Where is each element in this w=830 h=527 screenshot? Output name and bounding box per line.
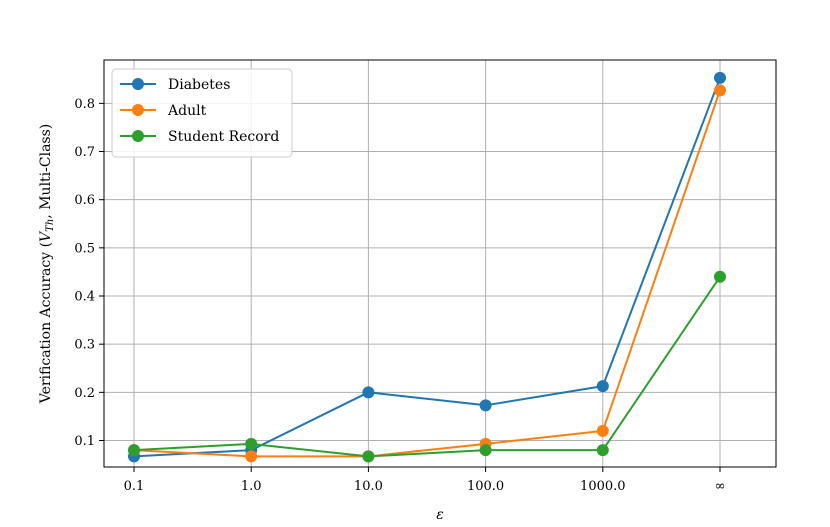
- plot-frame: [103, 59, 777, 468]
- legend-label: Diabetes: [168, 77, 230, 93]
- data-point: [596, 444, 609, 457]
- legend-swatch-marker: [132, 78, 144, 90]
- series-points: [128, 71, 726, 463]
- y-tick-label: 0.3: [74, 338, 95, 353]
- data-point: [362, 450, 375, 463]
- data-point: [362, 386, 375, 399]
- series-line-1: [133, 89, 721, 458]
- data-point: [714, 270, 726, 283]
- data-point: [479, 399, 492, 412]
- legend-swatch-marker: [132, 130, 144, 142]
- x-tick-label: 1000.0: [580, 479, 626, 494]
- grid: [104, 60, 776, 467]
- data-point: [245, 437, 258, 450]
- y-axis-title: Verification Accuracy (VTh, Multi-Class): [38, 124, 56, 405]
- x-tick-label: 100.0: [467, 479, 504, 494]
- legend-label: Student Record: [168, 129, 279, 145]
- legend: Diabetes Adult Student Record: [111, 68, 293, 158]
- x-tick-label: 0.1: [124, 479, 145, 494]
- data-point: [128, 444, 140, 457]
- x-axis-ticks: 0.1 1.0 10.0 100.0 1000.0 ∞: [124, 467, 726, 494]
- y-tick-label: 0.7: [74, 145, 95, 160]
- y-tick-label: 0.2: [74, 386, 95, 401]
- y-tick-label: 0.5: [74, 241, 95, 256]
- y-axis-title-var: V: [38, 230, 54, 242]
- y-tick-label: 0.4: [74, 290, 95, 305]
- data-point: [479, 444, 492, 457]
- data-point: [596, 424, 609, 437]
- x-axis-title: ε: [436, 507, 444, 523]
- y-tick-label: 0.1: [74, 434, 95, 449]
- legend-swatch-marker: [132, 104, 144, 116]
- y-axis-title-sub: Th: [45, 219, 56, 232]
- y-axis-ticks: 0.1 0.2 0.3 0.4 0.5 0.6 0.7 0.8: [74, 97, 104, 449]
- x-tick-label: 1.0: [241, 479, 262, 494]
- y-tick-label: 0.6: [74, 193, 95, 208]
- data-point: [714, 84, 726, 97]
- x-tick-label: 10.0: [354, 479, 383, 494]
- data-point: [714, 71, 726, 84]
- series-lines: [133, 77, 721, 458]
- x-tick-label: ∞: [715, 479, 726, 494]
- data-point: [245, 450, 258, 463]
- y-axis-title-suffix: , Multi-Class): [38, 124, 54, 219]
- series-line-2: [133, 276, 721, 458]
- y-axis-title-main: Verification Accuracy (: [38, 242, 54, 404]
- legend-label: Adult: [167, 103, 207, 119]
- data-point: [596, 380, 609, 393]
- legend-box: [111, 68, 293, 158]
- series-line-0: [133, 77, 721, 458]
- y-tick-label: 0.8: [74, 97, 95, 112]
